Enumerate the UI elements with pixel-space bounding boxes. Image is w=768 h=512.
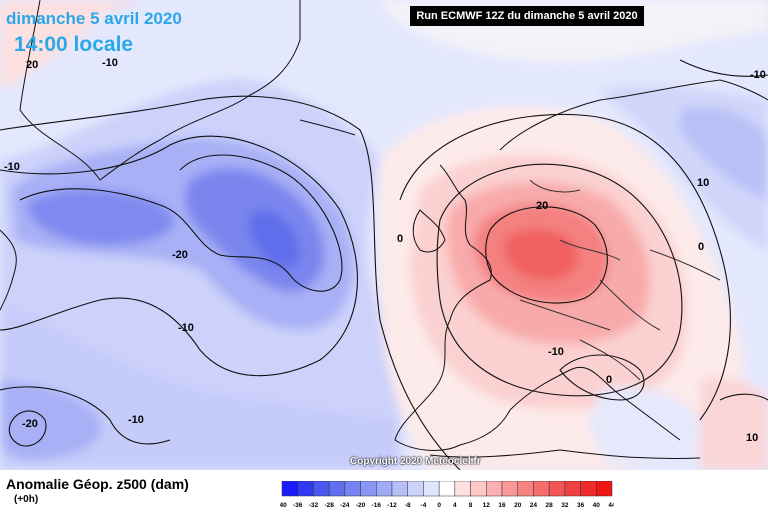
label-20-northwest: 20 — [26, 59, 38, 71]
time-title: 14:00 locale — [14, 33, 134, 56]
scale-tick-label: 20 — [514, 502, 522, 509]
label-20-central-europe: 20 — [536, 200, 548, 212]
scandinavia-coast — [499, 79, 768, 151]
scale-tick-label: -40 — [280, 502, 287, 509]
run-label: Run ECMWF 12Z du dimanche 5 avril 2020 — [410, 6, 644, 26]
label-minus10-southwest: -10 — [128, 414, 144, 426]
scale-tick-label: 8 — [469, 502, 473, 509]
scale-tick-label: -20 — [356, 502, 366, 509]
copyright-label: Copyright 2020 Meteociel.fr — [350, 456, 481, 467]
label-minus20-southwest: -20 — [22, 418, 38, 430]
scale-tick-label: 0 — [437, 502, 441, 509]
europe-coast — [394, 164, 681, 451]
scale-tick-label: 44 — [608, 502, 614, 509]
label-10-east: 10 — [697, 177, 709, 189]
scale-swatch — [328, 481, 346, 497]
africa-coast — [429, 449, 701, 459]
coastlines — [0, 0, 768, 459]
scale-swatch — [533, 481, 550, 497]
scale-swatch — [391, 481, 408, 497]
scale-swatch — [281, 481, 298, 497]
scale-tick-label: -36 — [293, 502, 303, 509]
scale-swatch — [517, 481, 534, 497]
anomaly-field — [0, 0, 768, 470]
contour-0-west — [0, 95, 461, 470]
contour-20-europe — [485, 206, 608, 304]
contour-lines — [0, 59, 768, 470]
label-0-italy: 0 — [606, 374, 612, 386]
scale-tick-label: 16 — [498, 502, 506, 509]
scale-swatch — [438, 481, 456, 497]
contour-minus10-alps — [559, 354, 645, 401]
contour-labels: 20 -10 -10 -20 -10 -20 -10 0 20 -10 0 10… — [4, 57, 766, 444]
color-scale: -40-36-32-28-24-20-16-12-8-4048121620242… — [280, 481, 614, 509]
label-0-biscay: 0 — [397, 233, 403, 245]
scale-tick-label: 12 — [483, 502, 491, 509]
scale-swatch — [470, 481, 487, 497]
greenland-coast — [19, 0, 301, 181]
british-isles — [412, 209, 446, 253]
scale-swatch — [454, 481, 471, 497]
contour-minus20-southwest — [8, 410, 47, 447]
scale-swatch — [486, 481, 503, 497]
scale-tick-label: 40 — [593, 502, 601, 509]
west-coast — [0, 229, 17, 311]
scale-swatch — [313, 481, 330, 497]
label-0-east: 0 — [698, 241, 704, 253]
date-title: dimanche 5 avril 2020 — [6, 9, 182, 28]
scale-tick-label: 28 — [546, 502, 554, 509]
scale-swatch — [564, 481, 581, 497]
contour-minus10-northeast — [679, 59, 768, 77]
label-minus10-west: -10 — [4, 161, 20, 173]
label-minus10-alps: -10 — [548, 346, 564, 358]
contour-minus10-atlantic — [0, 135, 358, 377]
label-minus10-northeast: -10 — [750, 69, 766, 81]
scale-tick-label: -32 — [309, 502, 319, 509]
scale-swatch — [297, 481, 314, 497]
contour-10-southeast — [719, 393, 768, 401]
scale-swatch — [360, 481, 377, 497]
scale-swatch — [407, 481, 424, 497]
contour-0-europe — [399, 113, 731, 421]
label-minus20-atlantic: -20 — [172, 249, 188, 261]
scale-tick-label: 32 — [561, 502, 569, 509]
scale-tick-label: -8 — [405, 502, 411, 509]
scale-swatch — [423, 481, 440, 497]
scale-swatch — [501, 481, 518, 497]
label-minus10-greenland-south: -10 — [102, 57, 118, 69]
scale-swatch — [548, 481, 566, 497]
scale-tick-label: 36 — [577, 502, 585, 509]
scale-swatch — [344, 481, 361, 497]
scale-tick-label: -24 — [340, 502, 350, 509]
iceland-coast — [299, 119, 356, 136]
scale-swatch — [580, 481, 597, 497]
scale-tick-label: 24 — [530, 502, 538, 509]
scale-swatch — [376, 481, 393, 497]
scale-tick-label: -16 — [372, 502, 382, 509]
scale-tick-label: -4 — [421, 502, 427, 509]
scale-tick-label: -28 — [324, 502, 334, 509]
scale-tick-label: -12 — [387, 502, 397, 509]
legend-subtitle: (+0h) — [14, 494, 39, 505]
contour-10-europe — [436, 163, 683, 397]
scale-tick-label: 4 — [453, 502, 457, 509]
country-borders — [519, 179, 721, 381]
legend-title: Anomalie Géop. z500 (dam) — [6, 476, 189, 492]
label-minus10-central-atlantic: -10 — [178, 322, 194, 334]
contour-minus10-southwest — [0, 386, 171, 445]
label-10-southeast: 10 — [746, 432, 758, 444]
scale-swatch — [596, 481, 613, 497]
contour-minus20-atlantic — [19, 154, 343, 292]
anomaly-map: 20 -10 -10 -20 -10 -20 -10 0 20 -10 0 10… — [0, 0, 768, 470]
